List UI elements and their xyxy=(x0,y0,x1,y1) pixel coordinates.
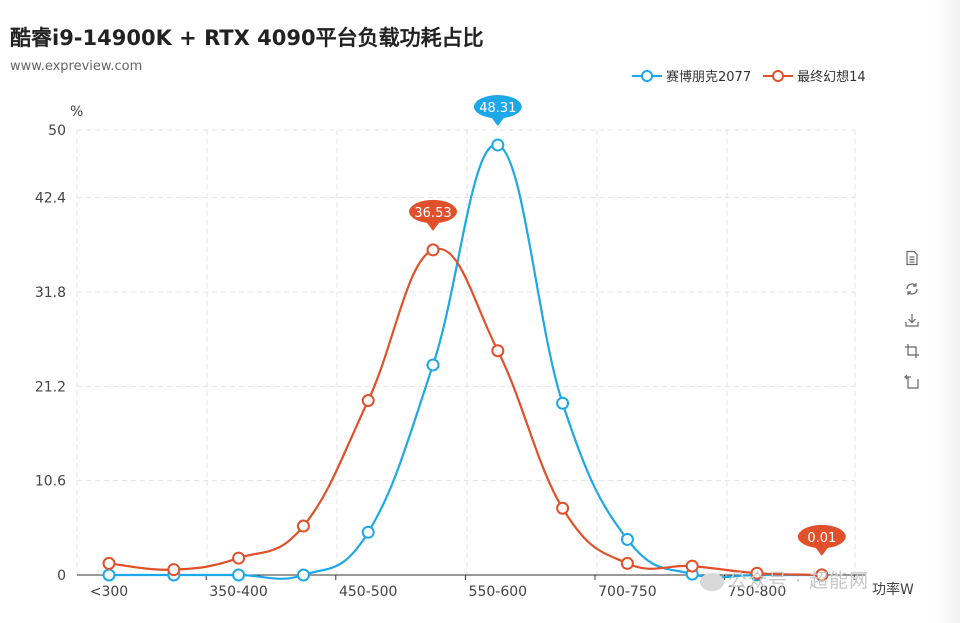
data-label-text: 36.53 xyxy=(414,206,451,221)
y-axis-label: % xyxy=(70,104,83,120)
chart-grid xyxy=(76,129,856,575)
data-point xyxy=(620,556,634,570)
max-label-series-1: 48.31 xyxy=(473,95,522,127)
chart-legend: 赛博朋克2077 最终幻想14 xyxy=(632,66,878,85)
wechat-icon xyxy=(700,572,724,591)
source-label: www.expreview.com xyxy=(10,59,143,74)
y-tick-label: 0 xyxy=(57,568,66,584)
data-point xyxy=(296,568,310,582)
data-point xyxy=(491,344,505,358)
data-label-bubble xyxy=(797,524,846,556)
watermark-text: 公众号 · 超能网 xyxy=(728,570,870,592)
data-label-bubble xyxy=(473,95,522,127)
data-point xyxy=(491,138,505,152)
x-tick-label: <300 xyxy=(90,584,128,600)
data-point xyxy=(426,358,440,372)
data-point xyxy=(556,396,570,410)
restore-icon[interactable] xyxy=(900,277,924,301)
series-layer xyxy=(102,138,829,582)
save-image-icon[interactable] xyxy=(900,308,924,332)
legend-marker-series-1 xyxy=(632,69,662,82)
data-point xyxy=(685,567,699,581)
series-line-2 xyxy=(108,247,822,577)
min-label-series-2: 0.01 xyxy=(797,524,846,556)
y-tick-label: 42.4 xyxy=(35,191,66,207)
data-point xyxy=(167,568,181,582)
y-tick-label: 21.2 xyxy=(35,379,66,395)
data-labels-layer: 48.31 36.53 0.01 xyxy=(409,95,846,556)
legend-label-series-1: 赛博朋克2077 xyxy=(666,70,752,85)
y-tick-label: 50 xyxy=(48,123,66,139)
data-point xyxy=(232,568,246,582)
data-point xyxy=(361,525,375,539)
x-tick-label: 700-750 xyxy=(598,584,657,600)
data-label-text: 0.01 xyxy=(807,531,836,546)
data-point xyxy=(232,551,246,565)
y-tick-label: 10.6 xyxy=(35,474,66,490)
legend-item-series-2[interactable]: 最终幻想14 xyxy=(763,66,866,85)
x-tick-label: 450-500 xyxy=(339,584,398,600)
data-label-bubble xyxy=(409,199,457,231)
data-point xyxy=(556,501,570,515)
watermark: 公众号 · 超能网 xyxy=(700,566,869,593)
max-label-series-2: 36.53 xyxy=(409,199,457,231)
x-tick-label: 550-600 xyxy=(469,584,528,600)
data-point xyxy=(102,568,116,582)
legend-label-series-2: 最终幻想14 xyxy=(797,70,866,85)
data-point xyxy=(167,563,181,577)
data-point xyxy=(296,519,310,533)
data-view-icon[interactable] xyxy=(900,246,924,270)
data-point xyxy=(620,532,634,546)
zoom-reset-icon[interactable] xyxy=(900,370,924,394)
zoom-icon[interactable] xyxy=(900,339,924,363)
data-point xyxy=(102,556,116,570)
chart-toolbox xyxy=(900,246,924,401)
chart-axes: 0 10.6 21.2 31.8 42.4 50 <300 350-400 450-500 550… xyxy=(35,104,914,600)
x-axis-label: 功率W xyxy=(872,581,914,598)
data-point xyxy=(685,559,699,573)
series-line-1 xyxy=(109,143,822,580)
x-tick-label: 350-400 xyxy=(209,584,268,600)
data-point xyxy=(426,243,440,257)
legend-marker-series-2 xyxy=(763,69,794,82)
y-tick-label: 31.8 xyxy=(35,285,66,301)
data-point xyxy=(361,394,375,408)
page-edge-shadow xyxy=(932,0,960,623)
legend-item-series-1[interactable]: 赛博朋克2077 xyxy=(632,66,751,85)
chart-title: 酷睿i9-14900K + RTX 4090平台负载功耗占比 xyxy=(10,26,484,50)
data-label-text: 48.31 xyxy=(479,101,516,116)
